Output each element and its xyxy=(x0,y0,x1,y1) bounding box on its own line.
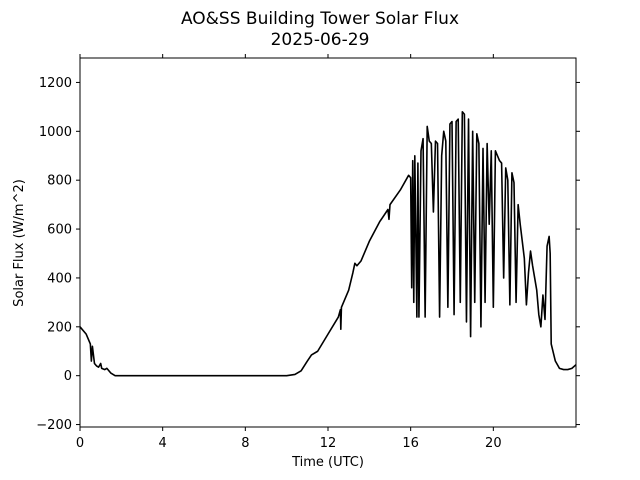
y-tick-label: −200 xyxy=(36,418,72,433)
y-tick-label: 1200 xyxy=(39,76,72,91)
chart-subtitle: 2025-06-29 xyxy=(271,30,370,50)
x-tick-label: 16 xyxy=(402,436,419,451)
x-tick-label: 12 xyxy=(320,436,337,451)
x-axis-label: Time (UTC) xyxy=(291,455,364,470)
x-tick-label: 8 xyxy=(241,436,249,451)
y-tick-label: 400 xyxy=(47,271,72,286)
y-tick-label: 0 xyxy=(64,369,72,384)
chart-title: AO&SS Building Tower Solar Flux xyxy=(181,9,459,29)
flux-line xyxy=(79,110,577,377)
y-axis-label: Solar Flux (W/m^2) xyxy=(12,179,27,307)
y-tick-label: 1000 xyxy=(39,125,72,140)
y-tick-label: 800 xyxy=(47,174,72,189)
x-tick-label: 4 xyxy=(159,436,167,451)
x-tick-label: 0 xyxy=(76,436,84,451)
y-tick-label: 600 xyxy=(47,223,72,238)
y-tick-label: 200 xyxy=(47,320,72,335)
plot-frame xyxy=(79,57,577,428)
x-tick-label: 20 xyxy=(485,436,502,451)
